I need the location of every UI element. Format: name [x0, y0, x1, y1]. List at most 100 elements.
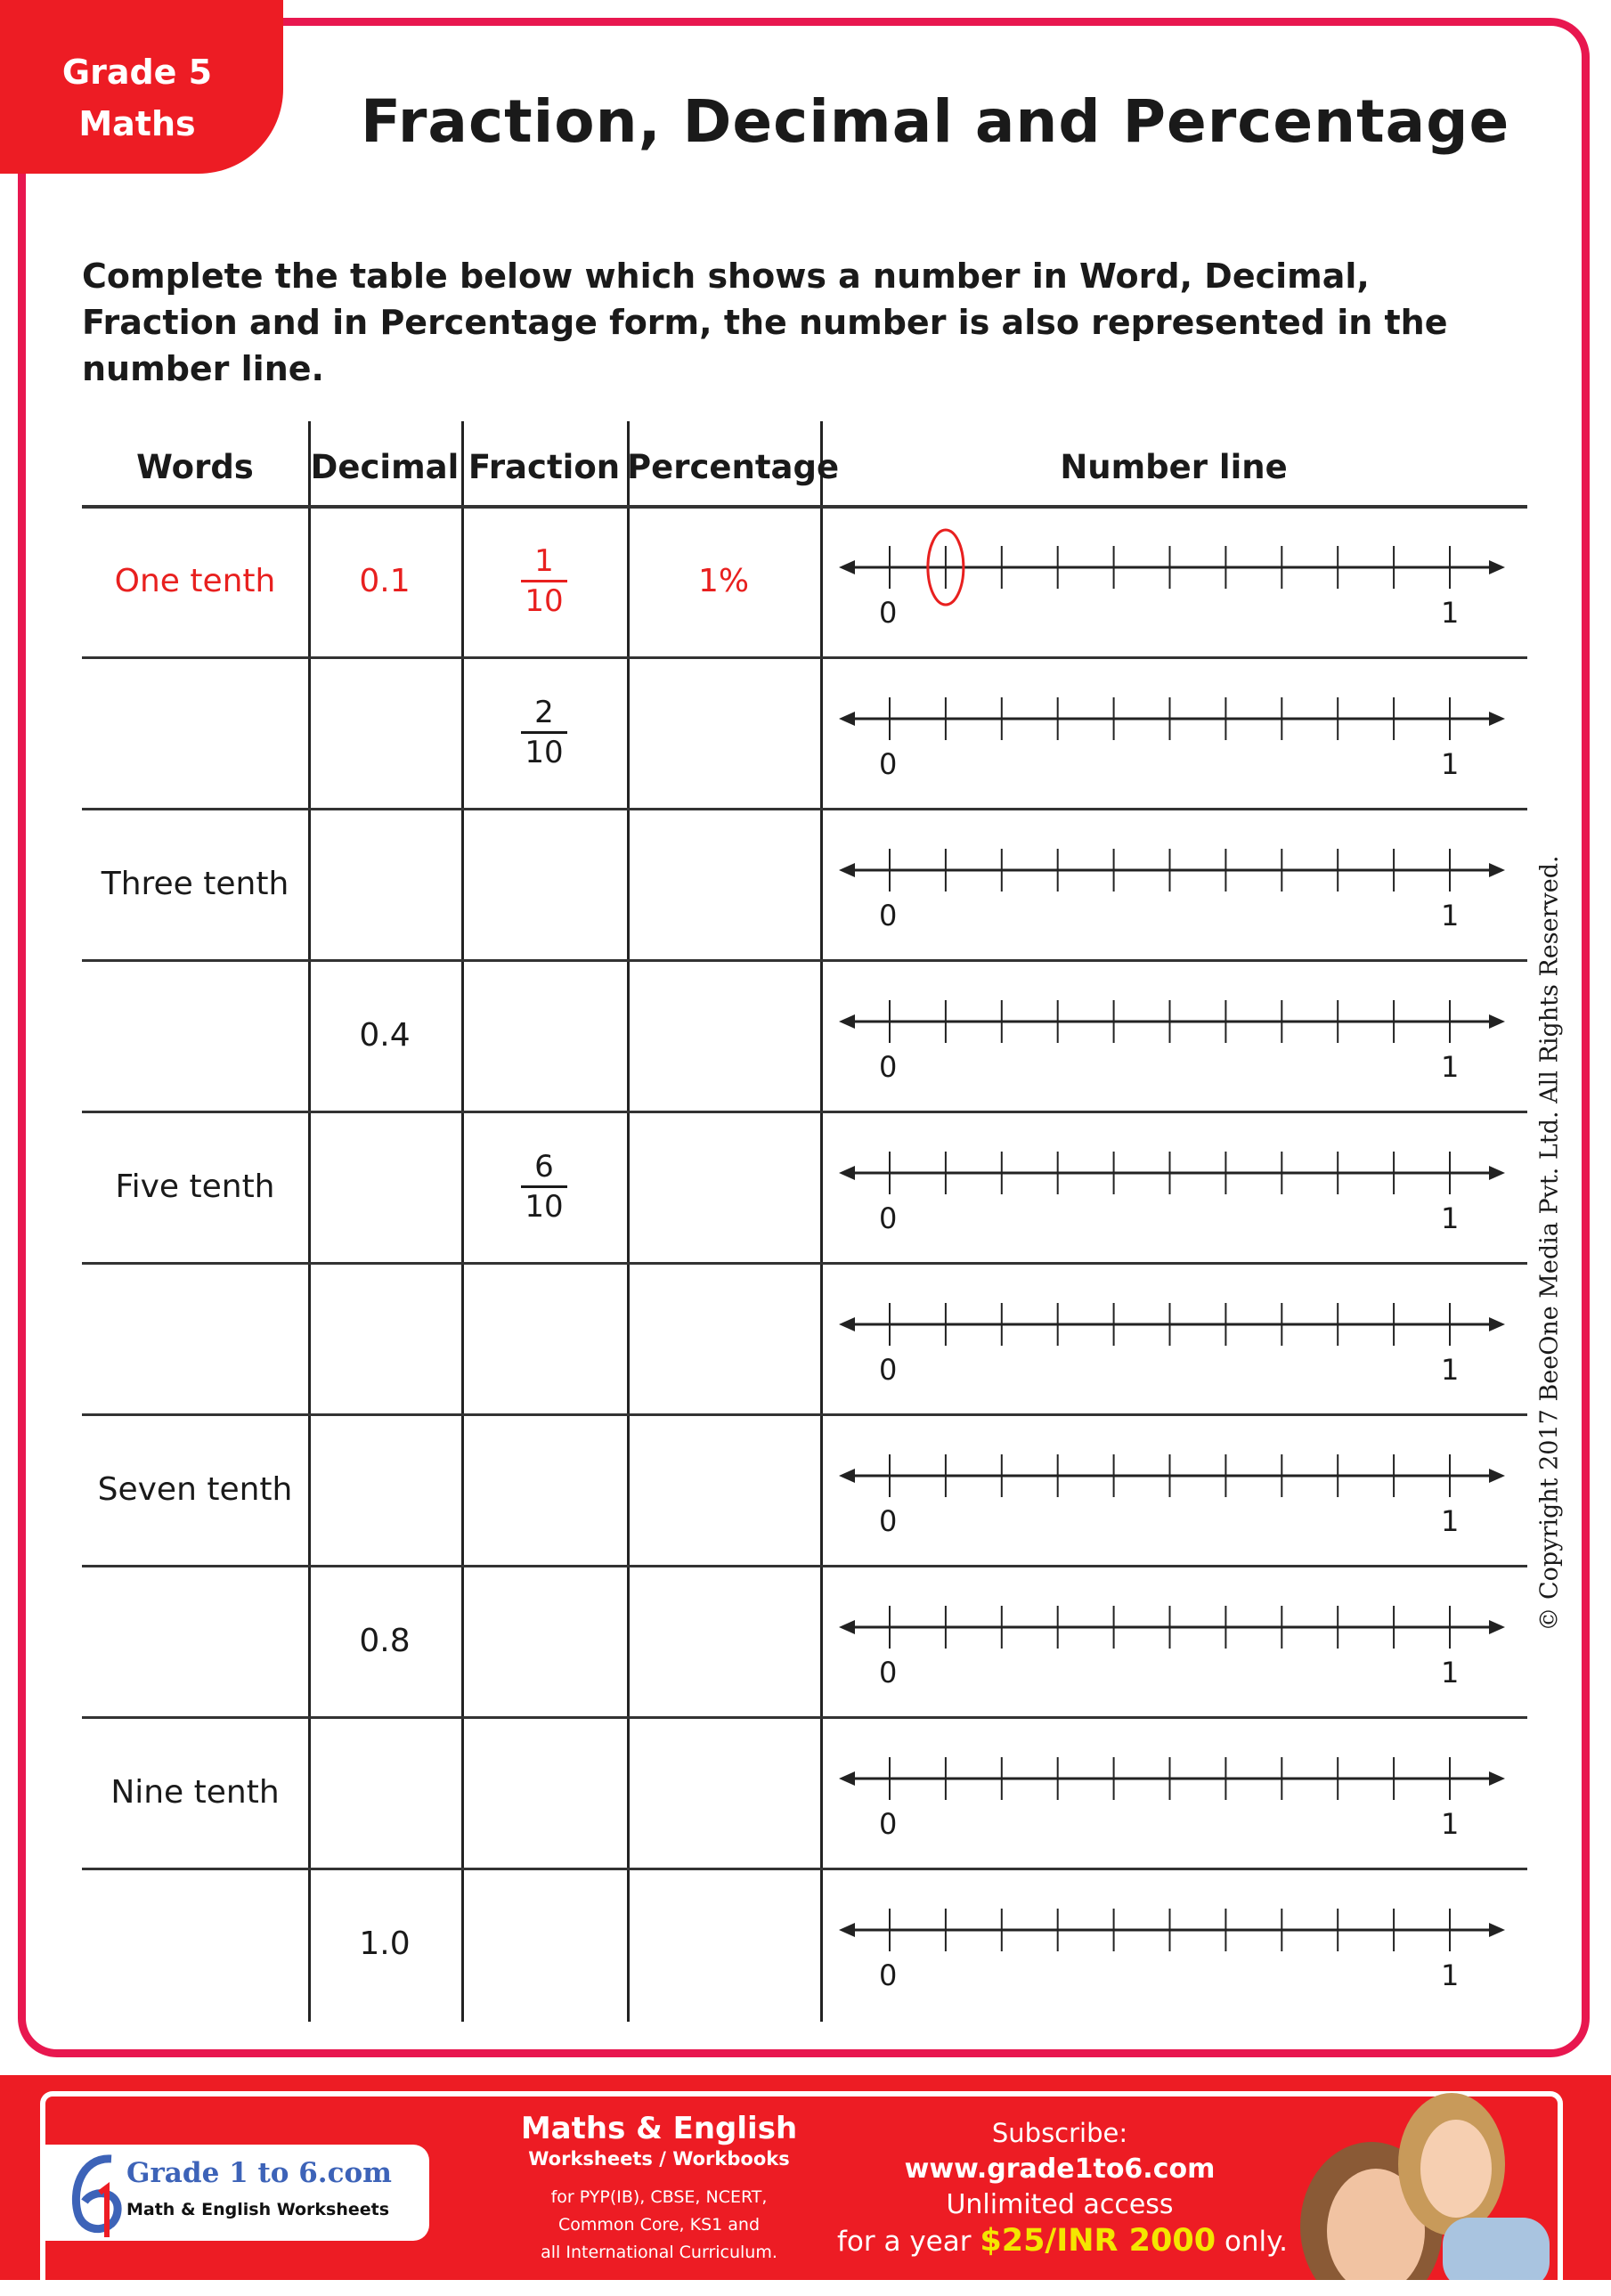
fraction-cell[interactable]: 6 10: [461, 1111, 627, 1262]
site-logo[interactable]: Grade 1 to 6.com Math & English Workshee…: [45, 2145, 429, 2241]
words-cell[interactable]: [82, 1565, 308, 1716]
grade-badge: Grade 5 Maths: [0, 0, 283, 174]
denominator: 10: [525, 1188, 564, 1225]
percentage-cell[interactable]: [627, 1565, 820, 1716]
fraction-cell[interactable]: [461, 1413, 627, 1565]
number-line-start: 0: [879, 596, 898, 630]
words-cell[interactable]: [82, 1262, 308, 1413]
number-line[interactable]: [82, 421, 1505, 892]
percentage-cell[interactable]: [627, 656, 820, 808]
percentage-cell[interactable]: [627, 1262, 820, 1413]
subscribe-url[interactable]: www.grade1to6.com: [904, 2154, 1216, 2185]
arrow-right-icon: [1489, 1469, 1505, 1483]
row-divider: [82, 959, 1527, 962]
arrow-right-icon: [1489, 1620, 1505, 1634]
words-cell[interactable]: [82, 959, 308, 1111]
number-line-end: 1: [1441, 899, 1460, 932]
percentage-cell[interactable]: [627, 959, 820, 1111]
words-cell[interactable]: [82, 656, 308, 808]
denominator: 10: [525, 582, 564, 619]
percentage-cell[interactable]: [627, 1413, 820, 1565]
arrow-left-icon: [839, 863, 855, 877]
fraction-cell[interactable]: [461, 808, 627, 959]
price: $25/INR 2000: [980, 2223, 1216, 2259]
row-divider: [82, 1716, 1527, 1719]
row-divider: [82, 1565, 1527, 1567]
number-line[interactable]: [82, 421, 1505, 1346]
header-number-line: Number line: [1060, 448, 1288, 486]
number-line[interactable]: [82, 421, 1505, 607]
fraction-cell[interactable]: [461, 1262, 627, 1413]
decimal-cell: 0.1: [359, 562, 411, 599]
arrow-left-icon: [839, 1923, 855, 1937]
words-cell[interactable]: [82, 1868, 308, 2019]
decimal-cell[interactable]: 1.0: [359, 1925, 411, 1962]
percentage-cell[interactable]: [627, 1868, 820, 2019]
number-line-start: 0: [879, 1353, 898, 1387]
percentage-cell[interactable]: [627, 1716, 820, 1868]
footer-subheading: Worksheets / Workbooks: [528, 2148, 790, 2170]
percentage-cell: 1%: [697, 562, 750, 599]
arrow-right-icon: [1489, 1317, 1505, 1331]
subject-label: Maths: [78, 104, 196, 143]
number-line-end: 1: [1441, 1201, 1460, 1235]
arrow-right-icon: [1489, 1166, 1505, 1180]
arrow-right-icon: [1489, 1923, 1505, 1937]
number-line-end: 1: [1441, 1656, 1460, 1689]
fraction-cell[interactable]: [461, 1716, 627, 1868]
number-line[interactable]: [82, 421, 1505, 1043]
arrow-left-icon: [839, 1166, 855, 1180]
row-divider: [82, 808, 1527, 810]
number-line-end: 1: [1441, 1807, 1460, 1841]
price-line: for a year $25/INR 2000 only.: [837, 2223, 1288, 2259]
decimal-cell[interactable]: 0.8: [359, 1622, 411, 1659]
fraction-cell[interactable]: [461, 1868, 627, 2019]
words-cell[interactable]: Nine tenth: [110, 1773, 280, 1811]
arrow-left-icon: [839, 1317, 855, 1331]
percentage-cell[interactable]: [627, 808, 820, 959]
words-cell[interactable]: Five tenth: [115, 1168, 275, 1205]
column-divider: [820, 421, 823, 2022]
answer-circle: [926, 528, 965, 607]
fraction-cell[interactable]: 2 10: [461, 656, 627, 808]
decimal-cell[interactable]: [308, 656, 461, 808]
number-line-start: 0: [879, 899, 898, 932]
column-divider: [627, 421, 630, 2022]
percentage-cell[interactable]: [627, 1111, 820, 1262]
words-cell[interactable]: Three tenth: [101, 865, 289, 902]
decimal-cell[interactable]: [308, 1413, 461, 1565]
copyright: © Copyright 2017 BeeOne Media Pvt. Ltd. …: [1535, 855, 1564, 1632]
arrow-right-icon: [1489, 1771, 1505, 1786]
decimal-cell[interactable]: [308, 1262, 461, 1413]
header-percentage: Percentage: [627, 448, 840, 486]
words-cell: One tenth: [114, 562, 276, 599]
arrow-left-icon: [839, 1469, 855, 1483]
mother-daughter-photo: [1300, 2093, 1550, 2280]
number-line[interactable]: [82, 421, 1505, 1800]
arrow-right-icon: [1489, 1014, 1505, 1029]
fraction: 1 10: [521, 544, 567, 618]
number-line[interactable]: [82, 421, 1505, 1497]
arrow-left-icon: [839, 560, 855, 574]
instructions: Complete the table below which shows a n…: [82, 256, 1448, 388]
arrow-right-icon: [1489, 863, 1505, 877]
decimal-cell[interactable]: 0.4: [359, 1016, 411, 1054]
words-cell[interactable]: Seven tenth: [97, 1470, 293, 1508]
number-line[interactable]: [82, 421, 1505, 1951]
fraction-cell[interactable]: [461, 1565, 627, 1716]
fraction-cell[interactable]: [461, 959, 627, 1111]
footer-curricula: for PYP(IB), CBSE, NCERT, Common Core, K…: [499, 2184, 819, 2267]
subscribe-label: Subscribe:: [991, 2118, 1128, 2148]
number-line[interactable]: [82, 421, 1505, 1649]
number-line[interactable]: [82, 421, 1505, 1194]
decimal-cell[interactable]: [308, 808, 461, 959]
row-divider: [82, 1111, 1527, 1113]
denominator: 10: [525, 734, 564, 770]
numerator: 2: [534, 694, 554, 730]
number-line-start: 0: [879, 1656, 898, 1689]
decimal-cell[interactable]: [308, 1716, 461, 1868]
number-line[interactable]: [82, 421, 1505, 740]
decimal-cell[interactable]: [308, 1111, 461, 1262]
arrow-left-icon: [839, 1014, 855, 1029]
page-frame: [18, 18, 1590, 2057]
